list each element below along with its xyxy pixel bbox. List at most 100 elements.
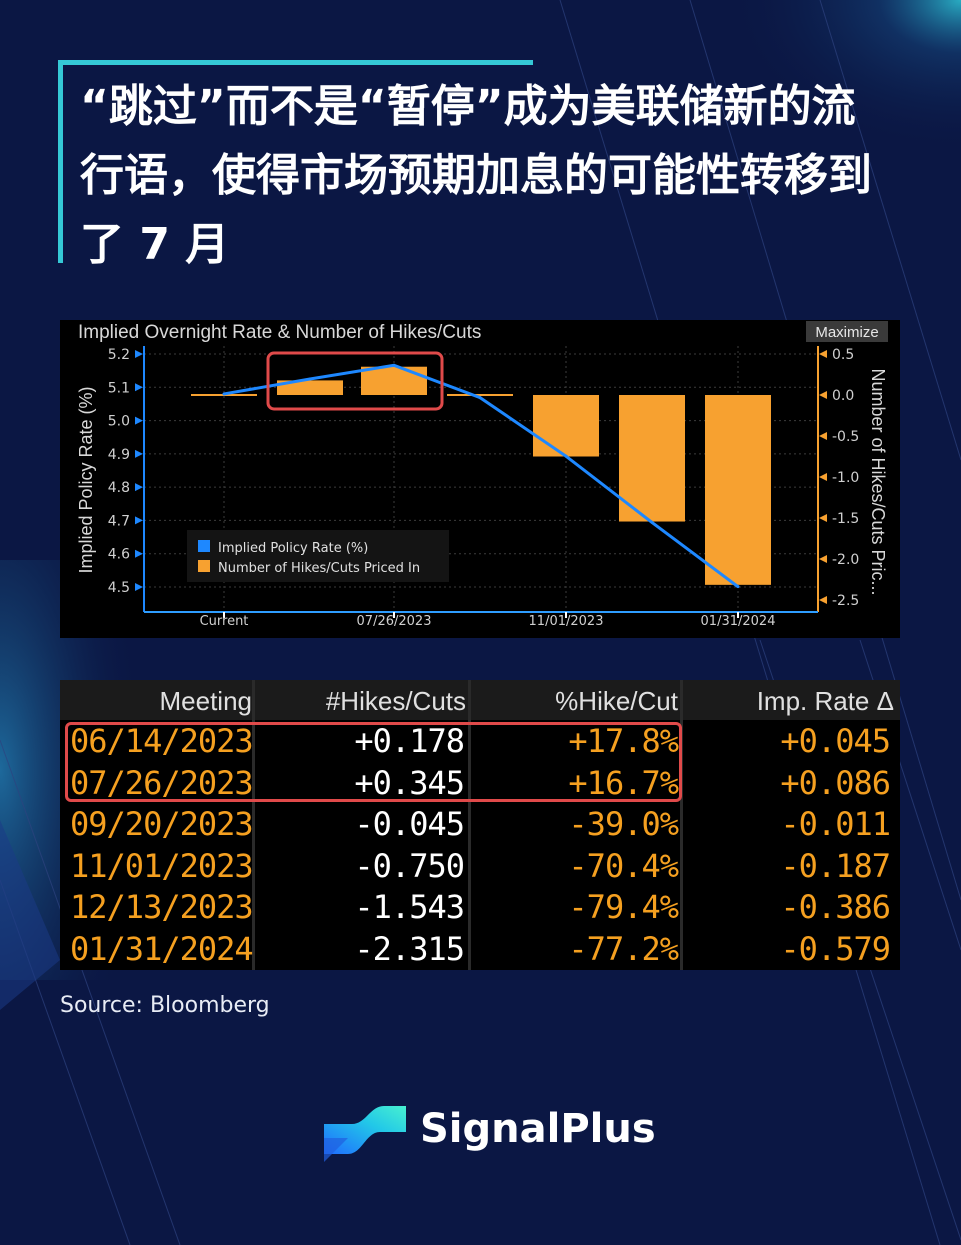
left-tick-marker	[135, 516, 143, 525]
right-tick-marker	[819, 391, 827, 399]
highlight-box-chart	[266, 351, 444, 411]
cell-meeting: 01/31/2024	[70, 929, 254, 968]
point-Current	[222, 392, 226, 396]
right-tick-label: -1.0	[832, 470, 859, 486]
left-tick-marker	[135, 549, 143, 558]
point-09/20/2023	[478, 396, 482, 400]
highlight-box-table	[65, 722, 682, 802]
column-divider	[468, 680, 471, 970]
x-tick-label: Current	[200, 614, 249, 629]
chart-panel: Implied Overnight Rate & Number of Hikes…	[60, 320, 900, 638]
point-11/01/2023	[564, 454, 568, 458]
right-tick-marker	[819, 473, 827, 481]
left-tick-marker	[135, 350, 143, 358]
legend-swatch-rate	[198, 540, 210, 552]
legend-label-hikes: Number of Hikes/Cuts Priced In	[218, 561, 420, 576]
left-tick-marker	[135, 583, 143, 591]
maximize-button: Maximize	[815, 324, 878, 341]
point-12/13/2023	[650, 520, 654, 524]
column-divider	[252, 680, 255, 970]
table-row: 07/26/2023 +0.345 +16.7% +0.086	[60, 763, 900, 804]
cell-meeting: 07/26/2023	[70, 763, 254, 802]
left-tick-label: 5.2	[108, 347, 130, 363]
source-note: Source: Bloomberg	[60, 993, 270, 1018]
left-tick-marker	[135, 449, 143, 458]
bar-06/14/2023	[277, 380, 343, 395]
cell-meeting: 09/20/2023	[70, 805, 254, 843]
left-tick-label: 5.1	[108, 380, 130, 396]
cell-hikes-cuts: -2.315	[354, 929, 465, 968]
cell-meeting: 12/13/2023	[70, 888, 254, 926]
left-tick-label: 4.9	[108, 447, 130, 463]
right-tick-label: -1.5	[832, 511, 859, 527]
right-tick-marker	[819, 596, 827, 604]
brand-name: SignalPlus	[420, 1106, 656, 1152]
headline: “跳过”而不是“暂停”成为美联储新的流行语，使得市场预期加息的可能性转移到了 7…	[80, 81, 872, 270]
table-row: 12/13/2023 -1.543 -79.4% -0.386	[60, 887, 900, 928]
left-tick-label: 4.8	[108, 480, 130, 496]
table-row: 01/31/2024 -2.315 -77.2% -0.579	[60, 929, 900, 970]
cell-hikes-cuts: +0.345	[354, 763, 465, 802]
cell-imp-rate: -0.579	[780, 929, 891, 968]
meeting-table: Meeting #Hikes/Cuts %Hike/Cut Imp. Rate …	[60, 680, 900, 970]
cell-hike-cut-pct: -39.0%	[568, 805, 679, 843]
x-tick-label: 01/31/2024	[701, 614, 776, 629]
table-header: Meeting #Hikes/Cuts %Hike/Cut Imp. Rate …	[60, 680, 900, 720]
left-tick-label: 5.0	[108, 414, 130, 430]
header-hike-cut-pct: %Hike/Cut	[555, 686, 678, 716]
signalplus-logo-icon	[324, 1106, 406, 1162]
left-tick-marker	[135, 383, 143, 392]
cell-imp-rate: -0.011	[780, 805, 891, 843]
cell-hike-cut-pct: +17.8%	[568, 722, 679, 760]
cell-imp-rate: -0.187	[780, 846, 891, 885]
chart: Implied Overnight Rate & Number of Hikes…	[76, 321, 888, 629]
cell-hike-cut-pct: -70.4%	[568, 846, 679, 885]
x-tick-label: 11/01/2023	[529, 614, 604, 629]
left-tick-marker	[135, 483, 143, 492]
right-tick-label: -2.5	[832, 593, 859, 609]
right-tick-label: -2.0	[832, 552, 859, 568]
right-tick-label: 0.0	[832, 388, 854, 404]
table-row: 11/01/2023 -0.750 -70.4% -0.187	[60, 846, 900, 887]
cell-hike-cut-pct: -79.4%	[568, 888, 679, 926]
right-tick-marker	[819, 350, 827, 358]
legend-swatch-hikes	[198, 560, 210, 572]
cell-hikes-cuts: -0.045	[354, 805, 465, 843]
point-06/14/2023	[308, 377, 312, 381]
right-axis-label: Number of Hikes/Cuts Pric...	[868, 368, 888, 595]
x-tick-label: 07/26/2023	[357, 614, 432, 629]
cell-hikes-cuts: -0.750	[354, 846, 465, 885]
column-divider	[680, 680, 683, 970]
header-imp-rate: Imp. Rate Δ	[756, 686, 894, 716]
chart-title: Implied Overnight Rate & Number of Hikes…	[78, 322, 481, 343]
legend-label-rate: Implied Policy Rate (%)	[218, 541, 368, 556]
cell-meeting: 11/01/2023	[70, 846, 254, 885]
point-07/26/2023	[392, 363, 396, 367]
table-row: 09/20/2023 -0.045 -39.0% -0.011	[60, 804, 900, 845]
cell-imp-rate: +0.086	[780, 763, 891, 802]
right-tick-marker	[819, 514, 827, 522]
maximize-button-bg	[806, 321, 888, 342]
right-tick-marker	[819, 555, 827, 563]
cell-hikes-cuts: +0.178	[354, 722, 465, 760]
right-tick-marker	[819, 432, 827, 440]
cell-hikes-cuts: -1.543	[354, 888, 465, 926]
right-tick-label: 0.5	[832, 347, 854, 363]
bar-07/26/2023	[361, 366, 427, 395]
left-tick-label: 4.7	[108, 513, 130, 529]
left-axis-label: Implied Policy Rate (%)	[76, 386, 96, 573]
cell-hike-cut-pct: +16.7%	[568, 763, 679, 802]
header-meeting: Meeting	[159, 686, 253, 716]
brand: SignalPlus	[322, 1100, 656, 1170]
left-tick-label: 4.6	[108, 547, 130, 563]
right-tick-label: -0.5	[832, 429, 859, 445]
headline-frame	[58, 60, 533, 263]
bar-11/01/2023	[533, 395, 599, 457]
cell-hike-cut-pct: -77.2%	[568, 929, 679, 968]
cell-imp-rate: +0.045	[780, 722, 891, 760]
left-tick-label: 4.5	[108, 580, 130, 596]
cell-meeting: 06/14/2023	[70, 722, 254, 760]
point-01/31/2024	[736, 585, 740, 589]
table-row: 06/14/2023 +0.178 +17.8% +0.045	[60, 721, 900, 762]
bar-01/31/2024	[705, 395, 771, 585]
